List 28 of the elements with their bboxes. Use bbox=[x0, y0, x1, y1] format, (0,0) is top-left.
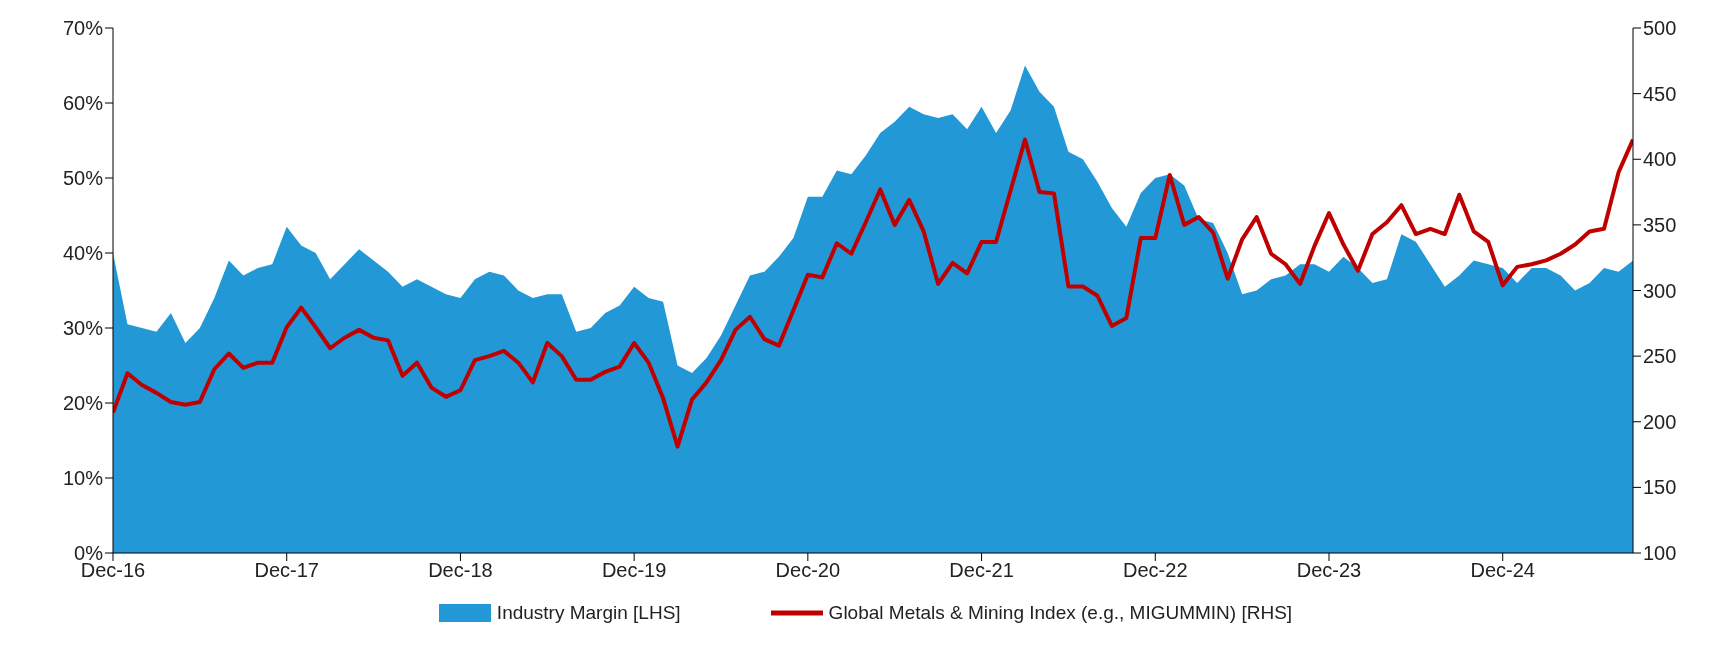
y-tick-label: 20% bbox=[62, 392, 104, 415]
x-tick-label: Dec-23 bbox=[1296, 559, 1362, 582]
y-tick-label: 10% bbox=[62, 467, 104, 490]
y-tick-label: 40% bbox=[62, 242, 104, 265]
x-tick-label: Dec-19 bbox=[601, 559, 667, 582]
y-tick-label: 60% bbox=[62, 92, 104, 115]
x-tick-label: Dec-18 bbox=[428, 559, 493, 582]
y2-tick-label: 500 bbox=[1643, 17, 1677, 40]
y2-tick-label: 200 bbox=[1643, 410, 1677, 433]
y2-tick-label: 100 bbox=[1643, 542, 1677, 565]
y2-tick-label: 350 bbox=[1643, 213, 1677, 236]
y2-tick-label: 250 bbox=[1643, 345, 1677, 368]
y-tick-label: 30% bbox=[62, 317, 104, 340]
y2-tick-label: 150 bbox=[1643, 476, 1677, 499]
x-tick-label: Dec-16 bbox=[80, 559, 146, 582]
legend-label: Industry Margin [LHS] bbox=[496, 602, 681, 624]
y2-tick-label: 450 bbox=[1643, 82, 1677, 105]
y-tick-label: 50% bbox=[62, 167, 104, 190]
y2-tick-label: 400 bbox=[1643, 148, 1677, 171]
x-tick-label: Dec-20 bbox=[775, 559, 841, 582]
line-series bbox=[113, 137, 1633, 449]
legend-label: Global Metals & Mining Index (e.g., MIGUMMIN) [RHS] bbox=[828, 602, 1293, 624]
y-tick-label: 70% bbox=[62, 17, 104, 40]
y2-tick-label: 300 bbox=[1643, 279, 1677, 302]
x-tick-label: Dec-22 bbox=[1123, 559, 1188, 582]
x-tick-label: Dec-21 bbox=[949, 559, 1014, 582]
x-tick-label: Dec-24 bbox=[1470, 559, 1535, 582]
x-tick-label: Dec-17 bbox=[254, 559, 319, 582]
